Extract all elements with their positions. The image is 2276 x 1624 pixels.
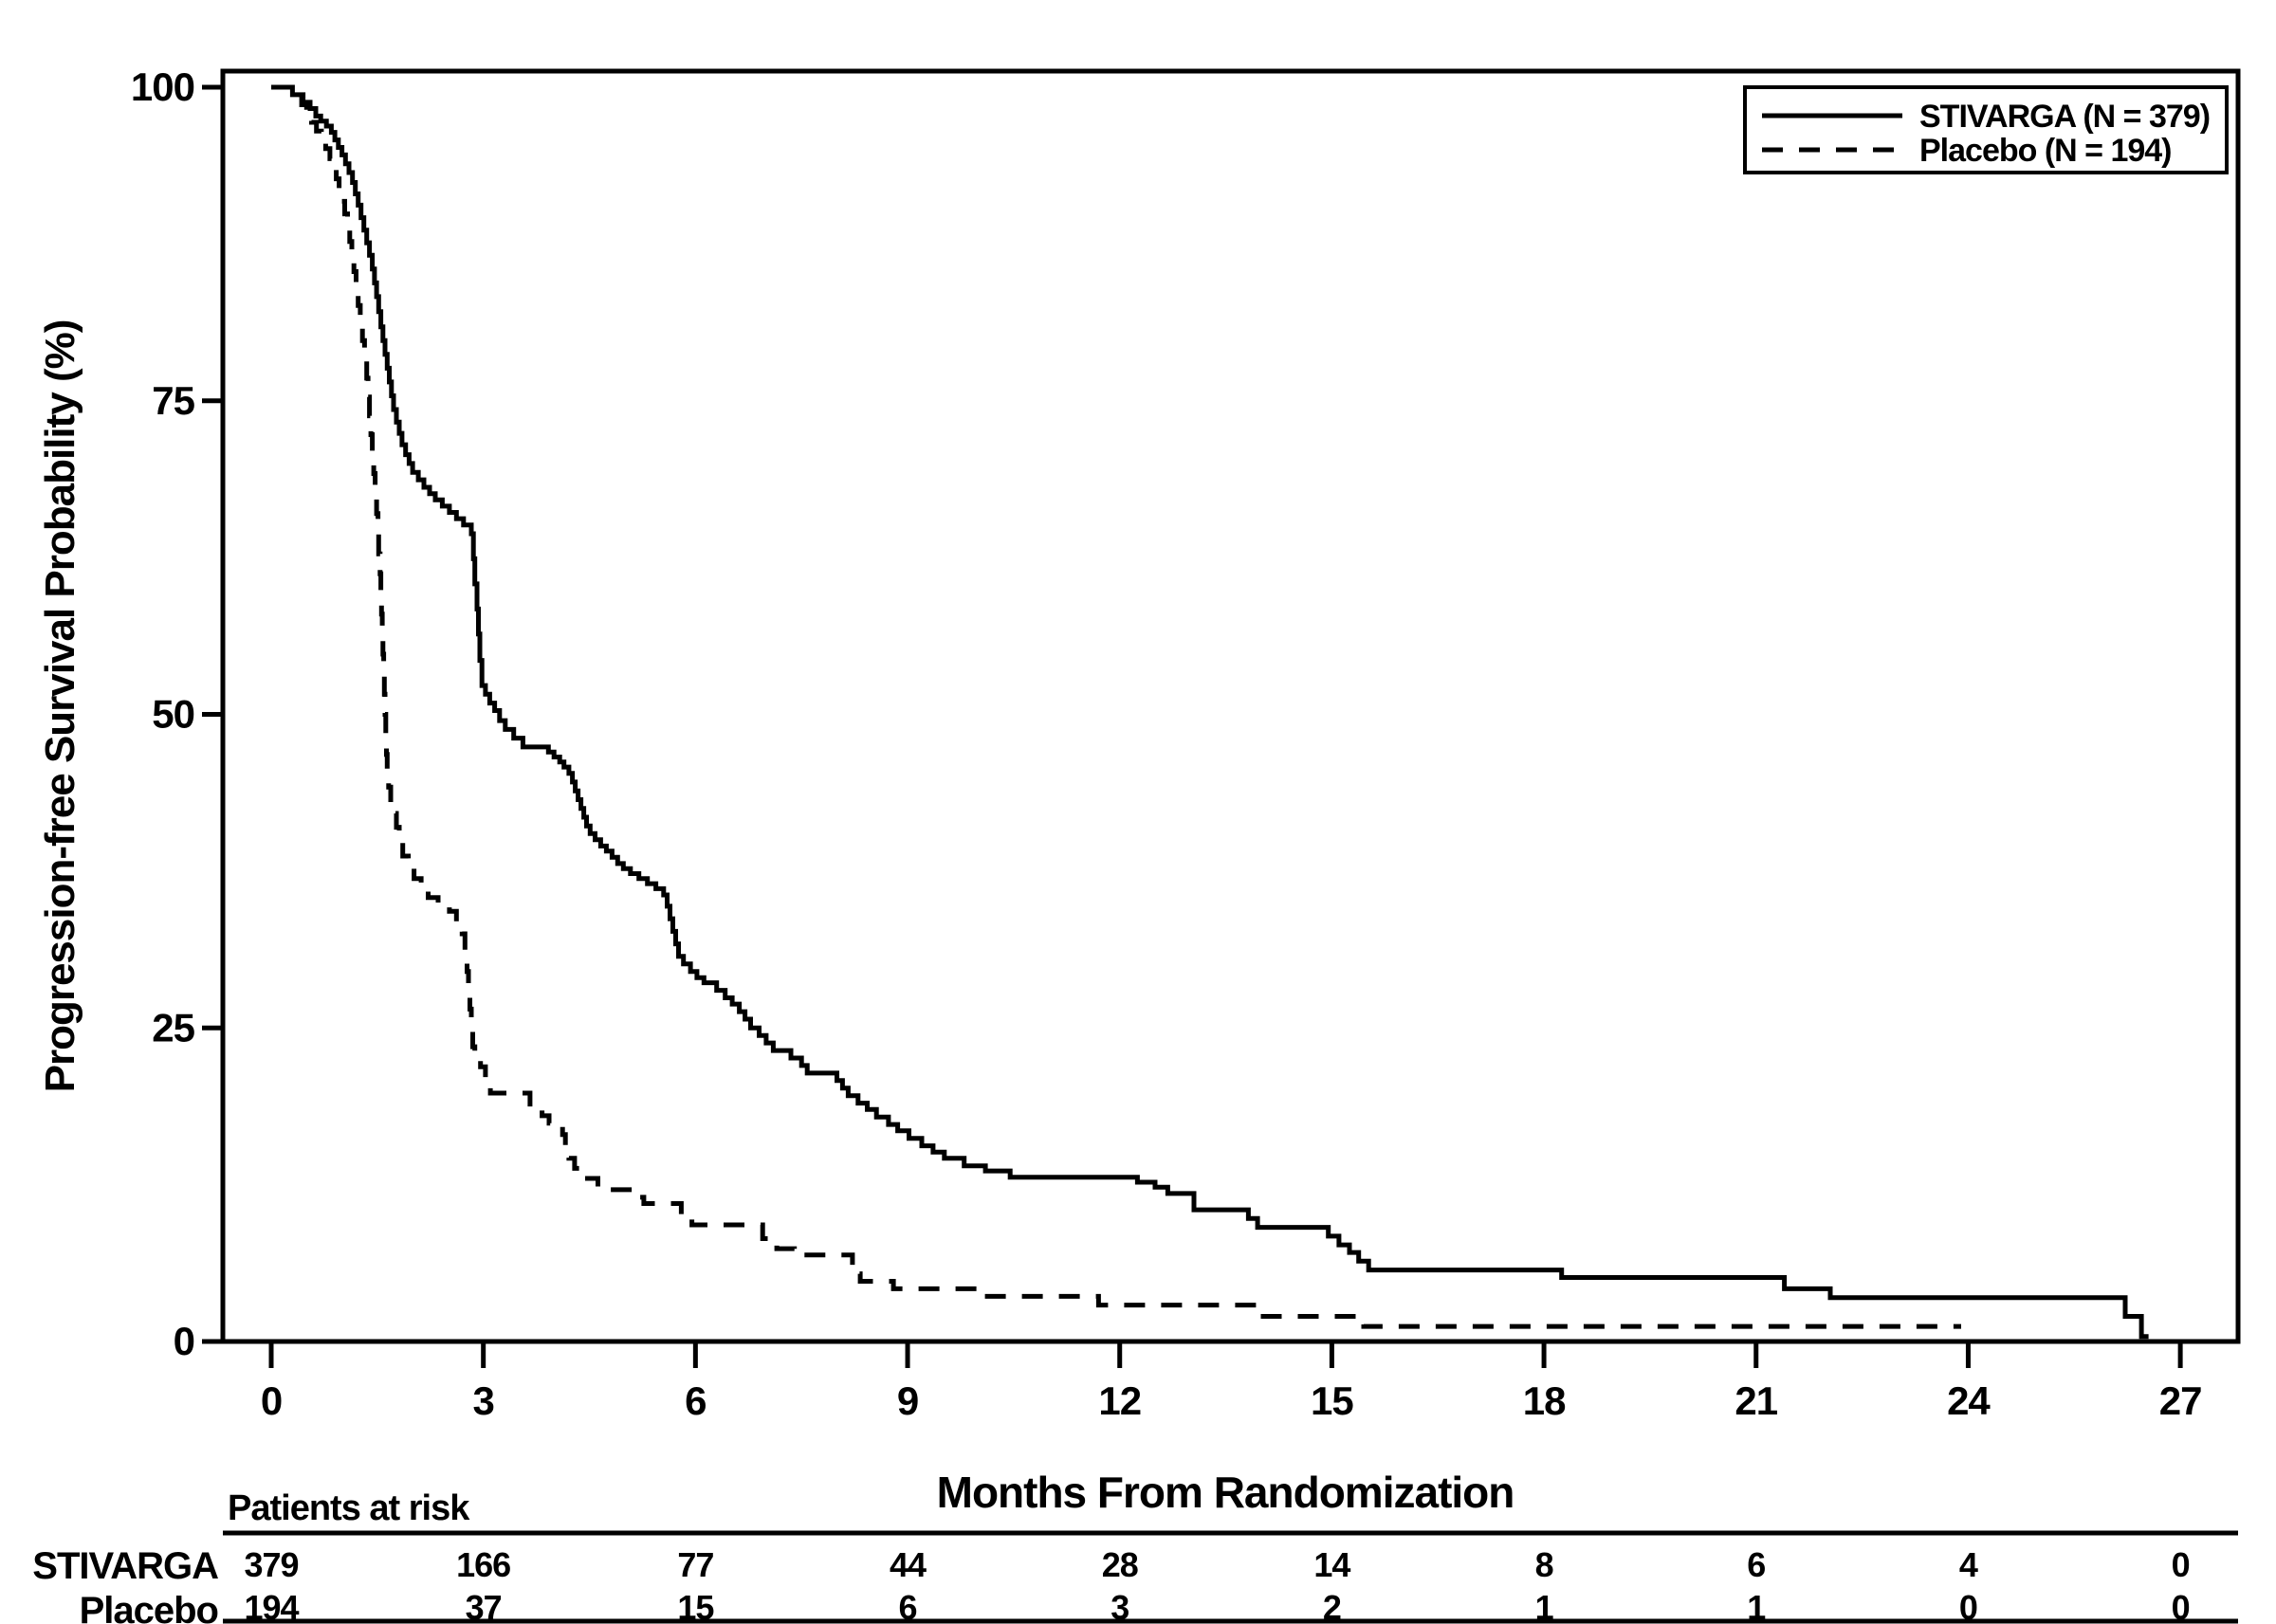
risk-count-placebo-m21: 1 (1747, 1588, 1766, 1624)
risk-count-stivarga-m24: 4 (1959, 1545, 1978, 1584)
x-tick-label-12: 12 (1098, 1378, 1141, 1423)
x-axis-ticks: 0 3 6 9 12 15 18 21 24 27 (261, 1341, 2202, 1423)
y-axis-title: Progression-free Survival Probability (%… (37, 320, 83, 1093)
risk-count-placebo-m12: 3 (1110, 1588, 1129, 1624)
risk-numbers: 379 166 77 44 28 14 8 6 4 0 194 37 15 6 3 2 1 1 0 0 (244, 1545, 2190, 1624)
y-tick-label-0: 0 (174, 1319, 194, 1363)
risk-count-placebo-m6: 15 (677, 1588, 714, 1624)
x-tick-label-21: 21 (1735, 1378, 1777, 1423)
x-tick-label-24: 24 (1947, 1378, 1991, 1423)
legend-label-placebo: Placebo (N = 194) (1919, 133, 2172, 169)
risk-table-header: Patients at risk (228, 1488, 470, 1528)
y-tick-label-25: 25 (152, 1005, 194, 1049)
survival-curves (271, 84, 2149, 1340)
risk-count-stivarga-m9: 44 (890, 1545, 927, 1584)
risk-count-stivarga-m3: 166 (456, 1545, 510, 1584)
legend-label-stivarga: STIVARGA (N = 379) (1919, 99, 2210, 135)
y-tick-label-75: 75 (152, 378, 194, 423)
risk-count-placebo-m24: 0 (1959, 1588, 1977, 1624)
risk-count-placebo-m9: 6 (899, 1588, 917, 1624)
x-tick-label-27: 27 (2159, 1378, 2202, 1423)
risk-count-stivarga-m15: 14 (1313, 1545, 1350, 1584)
risk-count-placebo-m3: 37 (466, 1588, 502, 1624)
y-tick-label-100: 100 (131, 64, 194, 109)
risk-row-label-placebo: Placebo (80, 1590, 218, 1624)
risk-count-placebo-m15: 2 (1323, 1588, 1341, 1624)
x-axis-title: Months From Randomization (937, 1468, 1514, 1517)
risk-row-label-stivarga: STIVARGA (32, 1545, 218, 1587)
risk-count-stivarga-m27: 0 (2172, 1545, 2190, 1584)
x-tick-label-9: 9 (897, 1378, 918, 1423)
risk-count-placebo-m0: 194 (244, 1588, 299, 1624)
y-tick-label-50: 50 (152, 692, 194, 737)
y-axis-ticks: 0 25 50 75 100 (131, 64, 223, 1363)
legend: STIVARGA (N = 379) Placebo (N = 194) (1743, 85, 2229, 174)
risk-count-stivarga-m6: 77 (677, 1545, 713, 1584)
risk-count-stivarga-m18: 8 (1535, 1545, 1553, 1584)
plot-border (220, 68, 2241, 1344)
x-tick-label-6: 6 (685, 1378, 706, 1423)
risk-count-placebo-m27: 0 (2172, 1588, 2190, 1624)
risk-count-stivarga-m21: 6 (1747, 1545, 1765, 1584)
x-tick-label-0: 0 (261, 1378, 282, 1423)
km-curve-placebo (271, 84, 1961, 1329)
x-tick-label-3: 3 (473, 1378, 494, 1423)
risk-count-stivarga-m12: 28 (1102, 1545, 1138, 1584)
risk-count-placebo-m18: 1 (1535, 1588, 1554, 1624)
x-tick-label-15: 15 (1311, 1378, 1353, 1423)
risk-table: Patients at risk STIVARGA Placebo 379 166… (32, 1488, 2238, 1624)
legend-box (1743, 85, 2229, 174)
risk-count-stivarga-m0: 379 (244, 1545, 298, 1584)
km-curve-stivarga (271, 84, 2149, 1340)
x-tick-label-18: 18 (1523, 1378, 1566, 1423)
